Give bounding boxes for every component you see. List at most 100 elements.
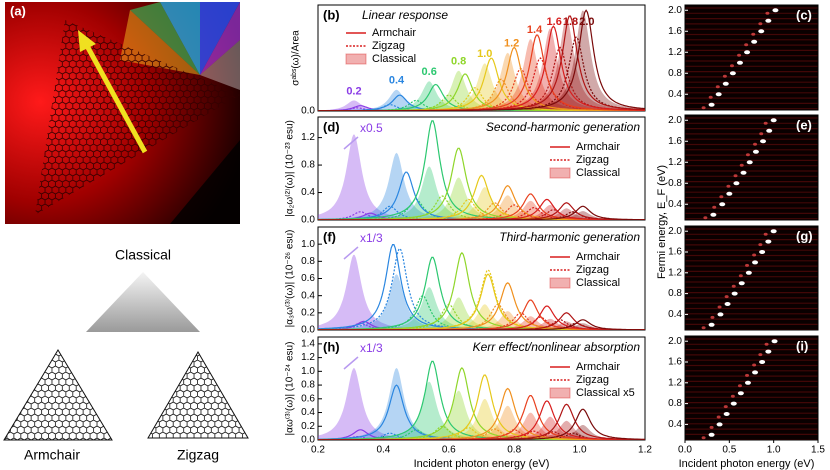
classical-peak bbox=[318, 420, 645, 440]
resonance-spot bbox=[751, 39, 758, 44]
resonance-spot-tail bbox=[758, 353, 763, 357]
annotation: x0.5 bbox=[360, 121, 383, 135]
x-tick-label: 1.5 bbox=[811, 445, 825, 456]
panel-label: (f) bbox=[323, 229, 336, 244]
classical-peak bbox=[318, 134, 645, 220]
illustration bbox=[5, 2, 240, 224]
classical-peak bbox=[318, 323, 645, 330]
x-tick-label: 0.0 bbox=[678, 445, 692, 456]
legend-label: Zigzag bbox=[576, 264, 609, 276]
resonance-spot-tail bbox=[716, 415, 721, 419]
y-tick-label: 0.0 bbox=[301, 435, 315, 446]
peak-label: 0.4 bbox=[389, 75, 405, 87]
classical-peak bbox=[318, 425, 645, 440]
resonance-spot-tail bbox=[753, 142, 758, 146]
y-tick-label: 1.0 bbox=[301, 239, 315, 250]
y-tick-label: 1.2 bbox=[668, 47, 682, 58]
resonance-spot bbox=[708, 432, 715, 437]
resonance-spot-tail bbox=[715, 85, 720, 89]
classical-peak bbox=[318, 187, 645, 220]
resonance-spot bbox=[738, 281, 745, 286]
label: Zigzag bbox=[177, 447, 219, 463]
triangle bbox=[86, 272, 200, 332]
armchair-peak bbox=[318, 205, 645, 220]
resonance-spot bbox=[765, 239, 772, 244]
peak-label: 1.2 bbox=[504, 38, 519, 50]
resonance-spot bbox=[765, 349, 772, 354]
resonance-spot bbox=[719, 202, 726, 207]
resonance-spot bbox=[729, 71, 736, 76]
resonance-spot-tail bbox=[758, 22, 763, 26]
resonance-spot bbox=[752, 370, 759, 375]
classical-peak bbox=[318, 211, 645, 220]
resonance-spot-tail bbox=[712, 205, 717, 209]
y-tick-label: 0.4 bbox=[668, 199, 682, 210]
y-axis-label: σᵃᵇˢ(ω)/Area bbox=[291, 30, 302, 86]
annotation-arrow bbox=[343, 356, 359, 370]
resonance-spot-tail bbox=[745, 373, 750, 377]
legend-label: Classical bbox=[576, 167, 620, 179]
resonance-spot bbox=[744, 380, 751, 385]
y-tick-label: 0.6 bbox=[301, 393, 315, 404]
label: Armchair bbox=[24, 447, 80, 463]
resonance-spot bbox=[752, 149, 759, 154]
x-tick-label: 0.2 bbox=[311, 445, 325, 456]
zigzag-peak bbox=[318, 322, 645, 330]
plot-frame bbox=[684, 114, 819, 221]
heatmap-bg bbox=[685, 226, 818, 330]
classical-peak bbox=[318, 368, 645, 440]
resonance-spot bbox=[731, 291, 738, 296]
resonance-spot bbox=[745, 270, 752, 275]
y-tick-label: 0.4 bbox=[668, 419, 682, 430]
x-axis-label: Incident photon energy (eV) bbox=[679, 458, 815, 470]
y-tick-label: 2.0 bbox=[668, 115, 682, 126]
resonance-spot bbox=[740, 170, 747, 175]
legend-label: Classical x5 bbox=[576, 387, 635, 399]
panel-label: (d) bbox=[323, 119, 340, 134]
resonance-spot-tail bbox=[764, 342, 769, 346]
y-tick-label: 1.0 bbox=[301, 366, 315, 377]
resonance-spot bbox=[765, 18, 772, 23]
y-tick-label: 0.6 bbox=[301, 273, 315, 284]
armchair-peak bbox=[318, 9, 645, 111]
resonance-spot bbox=[758, 29, 765, 34]
y-tick-label: 0.8 bbox=[668, 398, 682, 409]
panel-title: Second-harmonic generation bbox=[486, 120, 640, 134]
y-tick-label: 1.6 bbox=[668, 247, 682, 258]
legend-label: Armchair bbox=[576, 251, 620, 263]
legend-label: Armchair bbox=[576, 361, 620, 373]
legend-swatch bbox=[345, 53, 367, 65]
resonance-spot-tail bbox=[719, 195, 724, 199]
y-tick-label: 0.0 bbox=[301, 106, 315, 117]
legend-label: Classical bbox=[372, 53, 416, 65]
resonance-spot-tail bbox=[744, 43, 749, 47]
resonance-spot-tail bbox=[759, 132, 764, 136]
plot-frame bbox=[684, 335, 819, 441]
y-tick-label: 0.4 bbox=[301, 187, 315, 198]
resonance-spot-tail bbox=[703, 216, 708, 220]
plot-area bbox=[318, 9, 645, 111]
resonance-spot bbox=[744, 50, 751, 55]
y-axis-label: Fermi energy, E_F (eV) bbox=[656, 165, 668, 279]
legend-label: Armchair bbox=[576, 141, 620, 153]
resonance-spot bbox=[770, 229, 777, 234]
y-tick-label: 0.8 bbox=[668, 68, 682, 79]
resonance-spot bbox=[760, 139, 767, 144]
legend-label: Armchair bbox=[372, 27, 416, 39]
resonance-spot-tail bbox=[708, 95, 713, 99]
y-tick-label: 0.4 bbox=[668, 309, 682, 320]
panel-label: (e) bbox=[796, 117, 812, 132]
panel-label: (b) bbox=[323, 7, 340, 22]
resonance-spot bbox=[759, 250, 766, 254]
resonance-spot-tail bbox=[722, 74, 727, 78]
resonance-spot-tail bbox=[738, 274, 743, 278]
resonance-spot-tail bbox=[752, 253, 757, 257]
y-tick-label: 0.4 bbox=[301, 407, 315, 418]
heatmap-bg bbox=[685, 336, 818, 440]
y-tick-label: 0.0 bbox=[301, 325, 315, 336]
peak-label: 0.6 bbox=[422, 66, 437, 78]
resonance-spot bbox=[716, 422, 723, 427]
resonance-spot bbox=[715, 92, 722, 97]
resonance-spot-tail bbox=[763, 232, 768, 236]
classical-peak bbox=[318, 274, 645, 330]
